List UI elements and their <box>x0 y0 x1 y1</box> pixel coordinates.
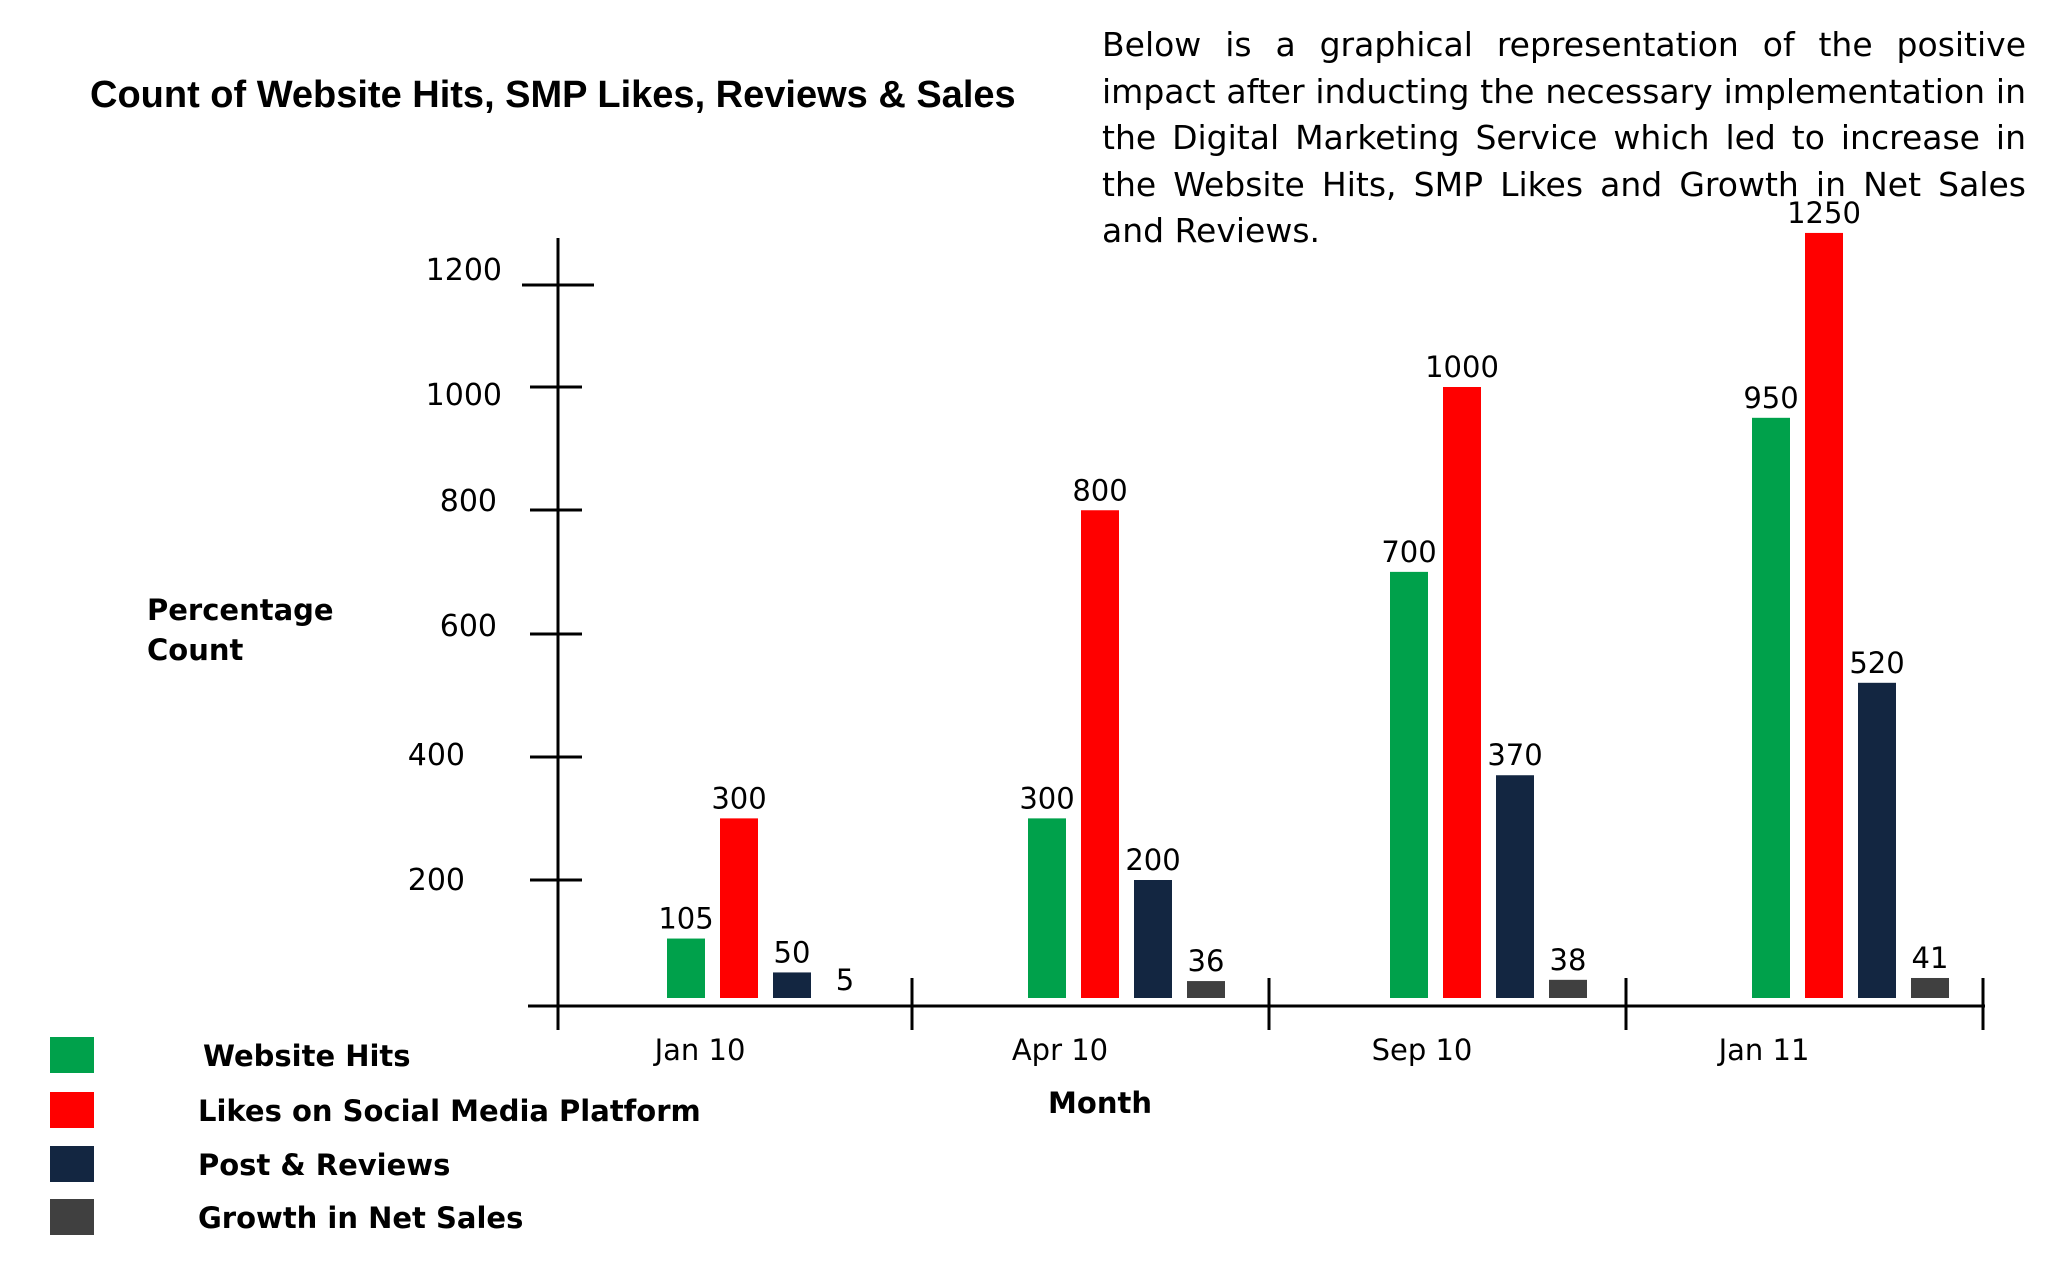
x-tick-label-0: Jan 10 <box>653 1033 746 1067</box>
x-tick-label-1: Apr 10 <box>1012 1033 1108 1067</box>
bar-jan-11-3 <box>1858 682 1896 998</box>
bar-jan-10-2 <box>720 818 758 998</box>
x-tick-label-3: Jan 11 <box>1717 1033 1810 1067</box>
bar-jan-11-2 <box>1805 232 1843 998</box>
bar-apr-10-4 <box>1187 981 1225 998</box>
y-tick-label-1200: 1200 <box>426 253 502 288</box>
data-label-jan-11-2: 1250 <box>1787 196 1861 230</box>
data-label-jan-10-1: 105 <box>658 902 713 936</box>
bar-apr-10-1 <box>1028 818 1066 998</box>
data-label-jan-11-3: 520 <box>1849 646 1904 680</box>
data-label-jan-10-2: 300 <box>711 781 766 815</box>
data-label-sep-10-3: 370 <box>1487 738 1542 772</box>
bar-apr-10-3 <box>1134 880 1172 998</box>
data-label-sep-10-4: 38 <box>1550 943 1587 977</box>
y-tick-label-1000: 1000 <box>426 378 502 413</box>
bar-apr-10-2 <box>1081 510 1119 998</box>
data-label-apr-10-2: 800 <box>1072 473 1127 507</box>
y-tick-label-600: 600 <box>440 609 497 644</box>
data-label-apr-10-3: 200 <box>1125 843 1180 877</box>
bar-sep-10-2 <box>1443 387 1481 998</box>
legend-swatch-4 <box>50 1199 94 1235</box>
data-label-jan-10-4: 5 <box>836 963 854 997</box>
legend-label-2: Likes on Social Media Platform <box>198 1094 701 1128</box>
bar-jan-11-4 <box>1911 977 1949 998</box>
bar-jan-11-1 <box>1752 417 1790 998</box>
x-tick-label-2: Sep 10 <box>1372 1033 1473 1067</box>
data-label-jan-11-1: 950 <box>1743 381 1798 415</box>
data-label-jan-11-4: 41 <box>1912 941 1949 975</box>
legend-swatch-2 <box>50 1092 94 1128</box>
y-axis-label-line-2: Count <box>147 633 244 667</box>
y-tick-label-200: 200 <box>408 863 465 898</box>
chart-title: Count of Website Hits, SMP Likes, Review… <box>90 74 1016 116</box>
bar-sep-10-4 <box>1549 979 1587 998</box>
data-label-sep-10-1: 700 <box>1381 535 1436 569</box>
legend-label-3: Post & Reviews <box>198 1148 451 1182</box>
y-tick-label-800: 800 <box>440 484 497 519</box>
y-tick-label-400: 400 <box>408 738 465 773</box>
y-axis-label: Percentage Count <box>147 590 334 670</box>
bar-sep-10-3 <box>1496 775 1534 998</box>
data-label-sep-10-2: 1000 <box>1425 350 1499 384</box>
legend-label-1: Website Hits <box>203 1039 411 1073</box>
bar-jan-10-1 <box>667 938 705 998</box>
data-label-jan-10-3: 50 <box>774 935 811 969</box>
bar-sep-10-1 <box>1390 571 1428 998</box>
y-axis-label-line-1: Percentage <box>147 593 334 627</box>
bar-jan-10-3 <box>773 972 811 998</box>
legend-swatch-1 <box>50 1037 94 1073</box>
x-axis-label: Month <box>1048 1086 1152 1120</box>
chart-description: Below is a graphical representation of t… <box>1102 25 2026 250</box>
data-label-apr-10-1: 300 <box>1019 781 1074 815</box>
data-label-apr-10-4: 36 <box>1188 944 1225 978</box>
legend-swatch-3 <box>50 1146 94 1182</box>
legend-label-4: Growth in Net Sales <box>198 1201 524 1235</box>
